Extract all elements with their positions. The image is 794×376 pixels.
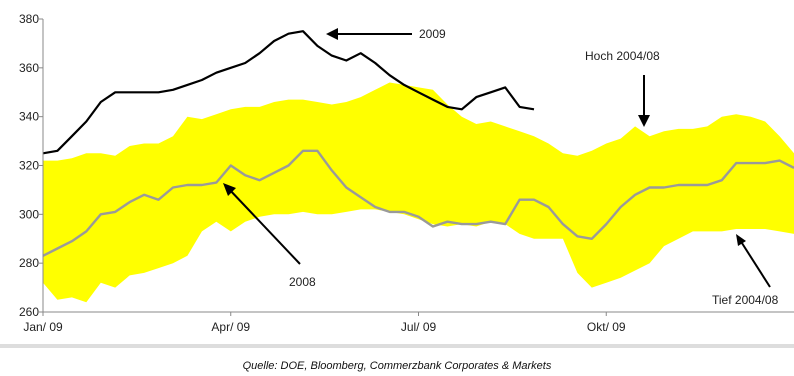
arrow-low bbox=[739, 239, 771, 288]
annotation-low: Tief 2004/08 bbox=[712, 234, 779, 307]
range-band-layer bbox=[43, 82, 794, 303]
y-tick-label: 360 bbox=[19, 61, 39, 75]
range-band-2004-08 bbox=[43, 82, 794, 303]
arrowhead-2008-icon bbox=[223, 183, 236, 196]
y-tick-label: 260 bbox=[19, 305, 39, 319]
source-divider bbox=[0, 344, 794, 348]
y-tick-labels: 260 280 300 320 340 360 380 bbox=[19, 12, 43, 319]
y-tick-label: 320 bbox=[19, 159, 39, 173]
x-tick-label: Jan/ 09 bbox=[23, 320, 63, 334]
x-tick-label: Apr/ 09 bbox=[211, 320, 250, 334]
x-tick-label: Okt/ 09 bbox=[587, 320, 626, 334]
series-line-2009 bbox=[42, 30, 535, 155]
arrowhead-low-icon bbox=[736, 234, 746, 246]
arrowhead-2009-icon bbox=[326, 28, 338, 40]
x-tick-label: Jul/ 09 bbox=[401, 320, 437, 334]
arrow-2008 bbox=[227, 187, 301, 265]
series-line-2008 bbox=[42, 149, 794, 257]
annotation-label-high: Hoch 2004/08 bbox=[585, 49, 660, 63]
y-tick-label: 280 bbox=[19, 256, 39, 270]
annotation-high: Hoch 2004/08 bbox=[585, 49, 660, 127]
annotation-label-2009: 2009 bbox=[419, 27, 446, 41]
annotation-2009: 2009 bbox=[326, 27, 446, 41]
arrowhead-high-icon bbox=[638, 115, 650, 127]
series-layer bbox=[42, 30, 794, 257]
y-tick-label: 300 bbox=[19, 207, 39, 221]
annotation-2008: 2008 bbox=[223, 183, 316, 289]
y-tick-label: 340 bbox=[19, 110, 39, 124]
x-tick-labels: Jan/ 09 Apr/ 09 Jul/ 09 Okt/ 09 bbox=[23, 312, 626, 334]
y-tick-label: 380 bbox=[19, 12, 39, 26]
annotation-label-low: Tief 2004/08 bbox=[712, 293, 779, 307]
source-note: Quelle: DOE, Bloomberg, Commerzbank Corp… bbox=[243, 360, 552, 372]
annotation-label-2008: 2008 bbox=[289, 275, 316, 289]
